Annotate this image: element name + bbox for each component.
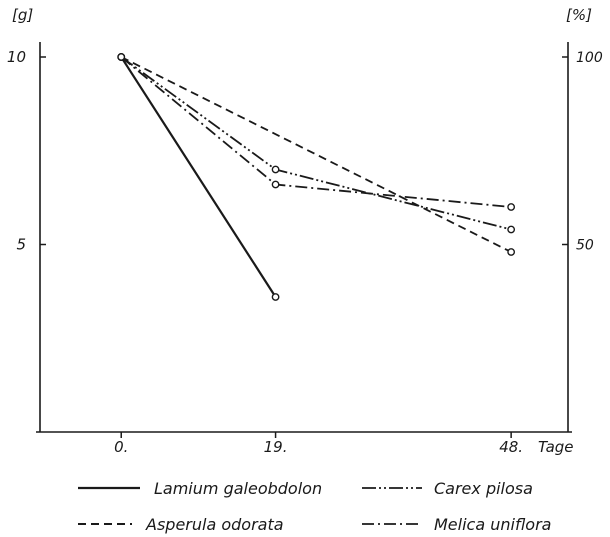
point-melica-uniflora-0 bbox=[117, 53, 126, 61]
point-melica-uniflora-2 bbox=[507, 203, 516, 211]
tick-group: 0. 19. 48. 10 5 100 50 bbox=[7, 48, 603, 456]
legend-label-asperula: Asperula odorata bbox=[145, 515, 284, 534]
y-left-tick-label-0: 10 bbox=[7, 48, 26, 66]
y-left-unit-label: [g] bbox=[12, 6, 33, 24]
y-left-tick-label-1: 5 bbox=[16, 236, 26, 254]
series-line-lamium-galeobdolon bbox=[120, 56, 277, 298]
point-lamium-galeobdolon-1 bbox=[271, 293, 280, 301]
y-right-tick-label-1: 50 bbox=[576, 238, 594, 254]
legend-item-carex: Carex pilosa bbox=[362, 479, 533, 498]
legend-label-lamium: Lamium galeobdolon bbox=[154, 479, 322, 498]
legend: Lamium galeobdolon Carex pilosa Asperula… bbox=[78, 479, 551, 534]
series-line-carex-pilosa bbox=[120, 56, 512, 231]
series-line-asperula-odorata bbox=[120, 56, 512, 253]
point-carex-pilosa-1 bbox=[271, 165, 280, 174]
x-axis-label: Tage bbox=[538, 438, 574, 456]
legend-item-melica: Melica uniflora bbox=[362, 515, 551, 534]
y-right-unit-label: [%] bbox=[566, 6, 592, 24]
x-tick-label-1: 19. bbox=[264, 438, 288, 456]
point-asperula-odorata-1 bbox=[507, 248, 516, 256]
legend-item-asperula: Asperula odorata bbox=[78, 515, 284, 534]
y-right-tick-label-0: 100 bbox=[576, 50, 603, 66]
legend-item-lamium: Lamium galeobdolon bbox=[78, 479, 322, 498]
x-tick-label-0: 0. bbox=[114, 438, 128, 456]
point-carex-pilosa-2 bbox=[507, 225, 516, 234]
x-tick-label-2: 48. bbox=[499, 438, 523, 456]
series-line-melica-uniflora bbox=[120, 56, 512, 208]
point-melica-uniflora-1 bbox=[271, 180, 280, 189]
series-group bbox=[117, 53, 516, 301]
legend-label-melica: Melica uniflora bbox=[434, 515, 551, 534]
legend-label-carex: Carex pilosa bbox=[434, 479, 533, 498]
